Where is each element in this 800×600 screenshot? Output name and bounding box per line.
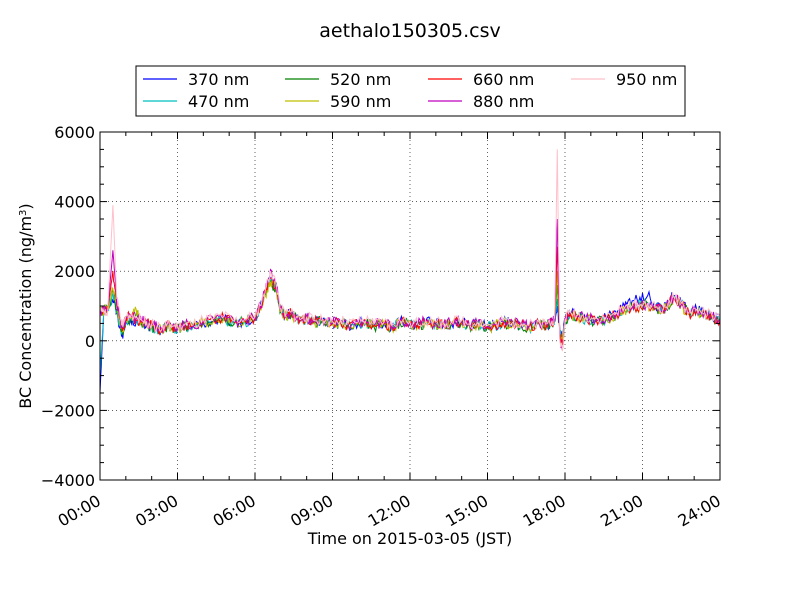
legend: 370 nm 470 nm 520 nm 590 nm 660 nm 880 nm 950 … [135, 65, 686, 117]
legend-label: 470 nm [188, 92, 249, 111]
x-tick-label: 15:00 [442, 491, 491, 531]
y-axis-label-close: ) [16, 203, 35, 209]
y-tick-label: 4000 [54, 193, 95, 212]
x-tick-label: 12:00 [365, 491, 414, 531]
plot-area [100, 132, 720, 480]
legend-label: 520 nm [330, 70, 391, 89]
legend-label: 950 nm [616, 70, 677, 89]
series-line-880-nm [100, 218, 720, 351]
grid [100, 132, 720, 480]
legend-label: 660 nm [473, 70, 534, 89]
legend-label: 880 nm [473, 92, 534, 111]
y-tick-label: −2000 [41, 401, 95, 420]
series-lines [100, 149, 720, 394]
legend-label: 370 nm [188, 70, 249, 89]
y-tick-label: 6000 [54, 123, 95, 142]
y-axis-label: BC Concentration (ng/m3) [16, 203, 35, 408]
x-tick-label: 09:00 [287, 491, 336, 531]
y-tick-label: −4000 [41, 471, 95, 490]
x-axis-label: Time on 2015-03-05 (JST) [307, 529, 512, 548]
x-tick-label: 06:00 [210, 491, 259, 531]
series-line-950-nm [100, 149, 720, 352]
y-axis-label-main: BC Concentration (ng/m [16, 216, 35, 409]
x-tick-label: 03:00 [132, 491, 181, 531]
x-tick-label: 21:00 [597, 491, 646, 531]
y-tick-label: 0 [85, 332, 95, 351]
legend-box [135, 65, 686, 117]
x-tick-label: 18:00 [520, 491, 569, 531]
x-tick-label: 00:00 [55, 491, 104, 531]
chart-title: aethalo150305.csv [319, 20, 501, 42]
x-tick-label: 24:00 [675, 491, 724, 531]
y-tick-label: 2000 [54, 262, 95, 281]
y-axis-label-superscript: 3 [18, 210, 29, 216]
legend-label: 590 nm [330, 92, 391, 111]
